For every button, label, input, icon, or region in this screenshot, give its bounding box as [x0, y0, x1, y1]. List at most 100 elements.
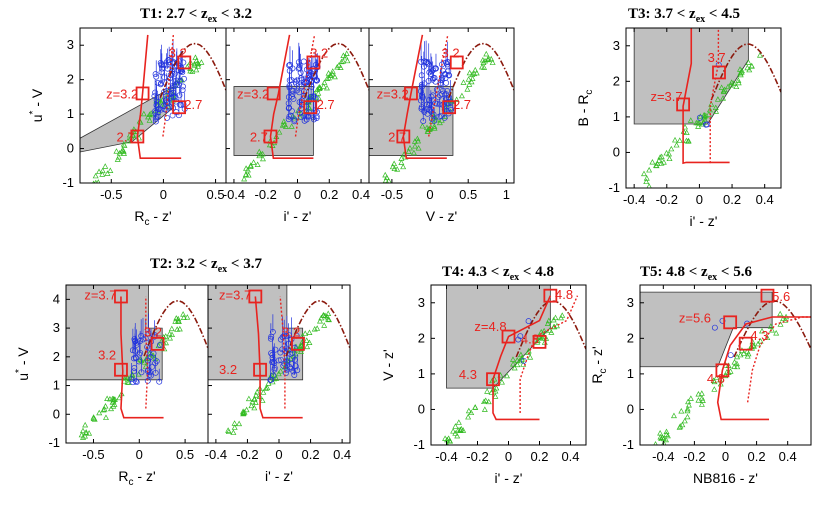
redshift-label: 2.7 [117, 130, 135, 145]
x-label-main: R [134, 208, 144, 224]
star-point [189, 68, 196, 74]
title-t1: T1: 2.7 < zex < 3.2 [140, 6, 252, 25]
galaxy-point [286, 113, 293, 120]
y-tick-label: 2 [53, 349, 60, 364]
star-point [230, 429, 237, 435]
star-point [504, 372, 511, 379]
x-tick-label: -0.4 [652, 449, 674, 464]
star-point [311, 325, 318, 332]
galaxy-point [437, 112, 444, 119]
star-point [243, 165, 250, 171]
star-point [713, 108, 720, 114]
dark-track [285, 300, 350, 357]
redshift-marker [150, 336, 165, 351]
star-point [672, 136, 678, 143]
galaxy-point [417, 88, 424, 95]
star-point [391, 160, 398, 167]
star-point [714, 96, 721, 102]
x-tick-label: -0.5 [82, 447, 104, 462]
galaxy-point [164, 114, 170, 121]
star-point [316, 318, 323, 324]
y-tick-label: 3 [613, 38, 620, 53]
star-point [666, 150, 673, 157]
x-axis-label: Rc - z' [118, 468, 155, 488]
star-point [297, 345, 304, 352]
redshift-label: 3.2 [98, 348, 116, 363]
dotted-track [428, 34, 449, 137]
star-point [460, 427, 467, 433]
star-point [657, 429, 664, 436]
star-point [465, 76, 472, 82]
star-point [318, 314, 325, 321]
star-point [773, 329, 780, 336]
star-point [468, 409, 475, 416]
star-point [687, 117, 694, 123]
y-tick-label: 3 [67, 37, 74, 52]
star-point [292, 350, 299, 357]
star-point [231, 420, 238, 426]
star-point [734, 363, 741, 370]
y-tick-label: -1 [48, 435, 60, 450]
redshift-label: 2.7 [317, 97, 335, 112]
star-point [756, 52, 763, 58]
star-point [641, 170, 647, 177]
galaxy-point [436, 101, 443, 108]
star-point [256, 148, 263, 155]
star-point [254, 161, 261, 167]
redshift-label: z=3.2 [377, 87, 409, 102]
plot-area: 5.6 z=5.6 4.3 4.8 [640, 288, 811, 445]
x-tick-label: 0.5 [176, 447, 194, 462]
star-point [731, 359, 738, 365]
star-point [231, 424, 238, 430]
star-point [539, 335, 546, 341]
star-point [745, 59, 752, 65]
redshift-marker [442, 100, 457, 115]
star-point [191, 60, 198, 67]
star-point [96, 409, 103, 416]
redshift-label: z=4.8 [474, 319, 506, 334]
x-axis-label: i' - z' [495, 470, 523, 486]
plot-area: 3.7 z=3.7 [633, 28, 781, 188]
x-label-main: V - z' [426, 208, 457, 224]
x-tick-label: 0 [426, 187, 433, 202]
star-point [484, 388, 491, 394]
star-point [698, 401, 705, 407]
star-point [251, 395, 258, 402]
star-point [240, 409, 247, 416]
star-point [180, 314, 187, 320]
y-tick-label: -1 [608, 180, 620, 195]
star-point [410, 149, 417, 156]
x-label-main: i' - z' [284, 208, 312, 224]
galaxy-point [423, 58, 430, 65]
redshift-marker [715, 363, 730, 378]
star-point [452, 423, 459, 429]
star-point [80, 434, 87, 440]
x-tick-label: 1 [503, 187, 510, 202]
star-point [400, 163, 407, 170]
star-point [193, 57, 200, 63]
y-axis-label: V - z' [380, 349, 396, 380]
star-point [735, 79, 742, 86]
star-point [394, 166, 401, 172]
y-axis-label: u* - V [14, 347, 31, 381]
star-point [398, 155, 405, 161]
star-point [455, 419, 462, 425]
star-point [119, 147, 126, 153]
redshift-label: 4.3 [459, 367, 477, 382]
star-point [725, 83, 732, 90]
galaxy-point [447, 104, 454, 111]
star-point [489, 59, 496, 65]
redshift-label: 2.7 [453, 97, 471, 112]
star-point [129, 375, 136, 381]
galaxy-point [144, 344, 151, 351]
redshift-track [136, 34, 182, 159]
galaxy-point [286, 62, 293, 69]
star-point [488, 55, 495, 62]
star-point [698, 390, 705, 396]
galaxy-point [280, 362, 287, 369]
star-point [320, 83, 327, 89]
star-point [482, 397, 489, 403]
star-point [124, 137, 131, 144]
redshift-track [402, 34, 447, 159]
plot-frame [625, 27, 782, 189]
